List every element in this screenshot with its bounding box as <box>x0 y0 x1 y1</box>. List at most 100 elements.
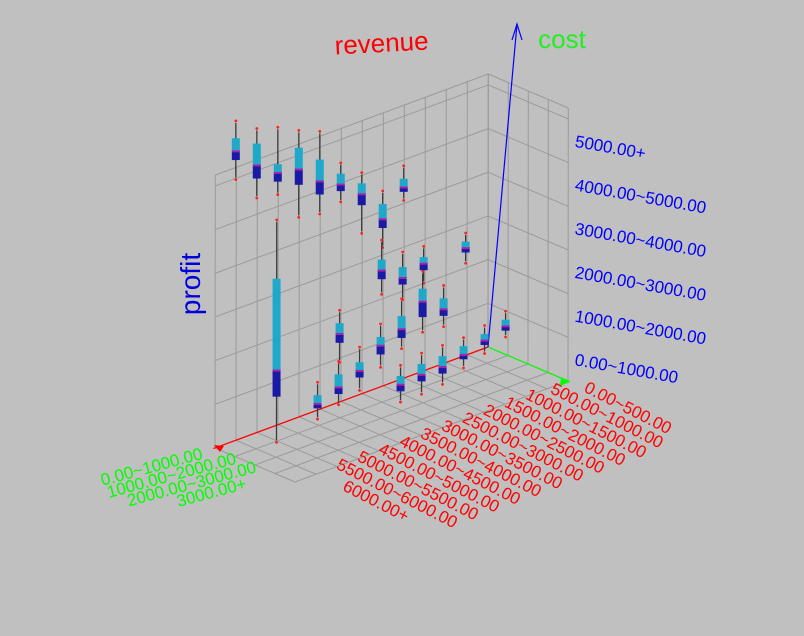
box-plot <box>315 129 324 216</box>
box-plot <box>355 345 364 392</box>
outlier-point <box>338 308 342 312</box>
box-upper <box>377 259 386 271</box>
box-upper <box>252 143 261 166</box>
grid-line <box>294 380 569 483</box>
outlier-point <box>402 164 406 168</box>
outlier-point <box>483 324 486 327</box>
box-lower <box>334 387 343 395</box>
box-upper <box>501 319 510 327</box>
outlier-point <box>276 125 280 129</box>
outlier-point <box>402 198 406 202</box>
box-lower <box>396 384 405 392</box>
box-lower <box>313 403 322 409</box>
box-upper <box>355 362 364 371</box>
box-upper <box>335 323 344 335</box>
chart-boxes <box>231 119 510 444</box>
box-plot <box>480 324 489 355</box>
box-lower <box>501 326 510 331</box>
box-lower <box>336 184 345 192</box>
box-plot <box>273 125 282 196</box>
box-upper <box>357 183 366 195</box>
grid-line <box>487 215 569 251</box>
box-lower <box>461 248 470 253</box>
z-axis-arrow <box>560 378 570 386</box>
box-lower <box>376 345 385 355</box>
box-lower <box>417 374 426 382</box>
outlier-point <box>504 335 507 339</box>
z-axis-label: cost <box>538 24 586 54</box>
outlier-point <box>255 127 259 130</box>
box-upper <box>315 159 324 182</box>
outlier-point <box>422 244 426 248</box>
outlier-point <box>421 330 424 334</box>
grid-line <box>234 355 509 457</box>
box-upper <box>376 336 385 346</box>
outlier-point <box>316 417 319 421</box>
outlier-point <box>276 193 280 196</box>
outlier-point <box>358 345 361 349</box>
box-upper <box>461 241 470 249</box>
grid-line <box>215 171 489 274</box>
outlier-point <box>483 352 486 355</box>
outlier-point <box>316 380 319 384</box>
box-lower <box>273 172 282 182</box>
box-plot <box>459 336 468 370</box>
outlier-point <box>275 440 278 444</box>
box-plot <box>417 351 426 396</box>
box-lower <box>355 370 364 378</box>
box-upper <box>231 138 240 152</box>
outlier-point <box>421 269 425 273</box>
box-lower <box>438 367 447 374</box>
box-plot <box>461 231 470 265</box>
grid-line <box>254 363 529 466</box>
outlier-point <box>400 347 403 351</box>
box-lower <box>439 309 448 316</box>
box-lower <box>335 334 344 343</box>
box-upper <box>272 278 281 371</box>
box-plot <box>334 360 343 407</box>
outlier-point <box>401 250 405 254</box>
outlier-point <box>400 297 404 301</box>
box-upper <box>418 288 427 302</box>
box-upper <box>294 147 303 170</box>
box-lower <box>378 219 387 228</box>
box-upper <box>313 395 322 404</box>
grid-line <box>487 259 569 295</box>
box-lower <box>252 165 261 179</box>
outlier-point <box>441 344 444 347</box>
outlier-point <box>380 292 384 296</box>
outlier-point <box>379 322 383 326</box>
outlier-point <box>297 129 301 132</box>
grid-line <box>488 84 569 120</box>
outlier-point <box>462 336 465 340</box>
box-upper <box>417 363 426 375</box>
y-axis-line <box>487 23 518 348</box>
box-lower <box>272 370 281 397</box>
box-upper <box>438 356 447 368</box>
outlier-point <box>420 351 423 355</box>
box-plot <box>313 380 322 421</box>
box-plot <box>294 129 303 219</box>
box-lower <box>357 194 366 206</box>
outlier-point <box>381 189 385 193</box>
box-plot <box>252 127 261 200</box>
grid-line <box>488 128 569 164</box>
box-lower <box>377 270 386 280</box>
outlier-point <box>339 200 343 204</box>
outlier-point <box>297 215 301 219</box>
outlier-point <box>318 129 322 133</box>
outlier-point <box>441 382 444 386</box>
box-upper <box>336 173 345 185</box>
outlier-point <box>442 325 445 328</box>
grid-line <box>215 128 489 231</box>
box-plot <box>377 238 386 296</box>
box-lower <box>419 263 428 271</box>
box-lower <box>398 277 407 285</box>
box-upper <box>459 346 468 355</box>
box-plot <box>399 164 408 202</box>
y-axis-arrow <box>511 21 523 41</box>
box-upper <box>396 376 405 385</box>
y-axis-label: profit <box>175 253 206 315</box>
grid-line <box>274 372 549 474</box>
